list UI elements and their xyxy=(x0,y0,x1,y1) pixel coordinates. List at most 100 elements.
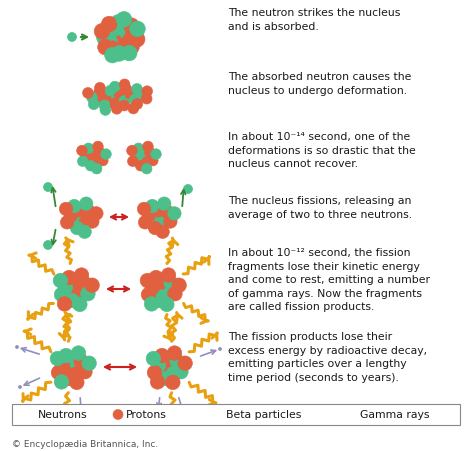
Circle shape xyxy=(109,99,119,110)
Circle shape xyxy=(160,298,174,312)
Circle shape xyxy=(81,287,95,301)
Circle shape xyxy=(59,349,73,363)
Circle shape xyxy=(217,414,219,416)
Circle shape xyxy=(81,151,91,161)
Circle shape xyxy=(173,364,188,379)
Circle shape xyxy=(158,372,172,386)
Circle shape xyxy=(166,367,181,381)
Circle shape xyxy=(73,289,87,303)
Circle shape xyxy=(53,274,68,288)
Circle shape xyxy=(161,360,175,374)
Circle shape xyxy=(145,148,155,159)
Circle shape xyxy=(54,288,69,302)
Circle shape xyxy=(94,24,110,40)
Circle shape xyxy=(125,89,135,100)
Circle shape xyxy=(64,294,79,308)
Circle shape xyxy=(137,152,148,163)
Circle shape xyxy=(109,32,125,48)
Circle shape xyxy=(65,360,79,374)
Circle shape xyxy=(68,275,83,290)
Circle shape xyxy=(124,19,139,34)
Circle shape xyxy=(126,27,141,43)
Circle shape xyxy=(161,268,176,283)
Circle shape xyxy=(142,209,155,223)
Circle shape xyxy=(111,46,127,62)
Circle shape xyxy=(135,90,146,101)
Circle shape xyxy=(74,268,89,283)
Circle shape xyxy=(145,281,160,295)
Circle shape xyxy=(160,205,173,219)
Circle shape xyxy=(156,226,169,239)
Circle shape xyxy=(113,410,123,419)
Circle shape xyxy=(135,155,146,166)
Circle shape xyxy=(102,34,118,50)
Circle shape xyxy=(152,294,166,308)
Circle shape xyxy=(70,375,84,390)
Circle shape xyxy=(129,22,146,38)
Circle shape xyxy=(148,214,161,227)
Circle shape xyxy=(119,26,135,41)
Text: The nucleus fissions, releasing an
average of two to three neutrons.: The nucleus fissions, releasing an avera… xyxy=(228,196,412,219)
Circle shape xyxy=(155,275,170,290)
Text: Neutrons: Neutrons xyxy=(38,410,88,419)
Circle shape xyxy=(155,282,169,297)
Circle shape xyxy=(142,157,152,168)
Circle shape xyxy=(91,164,102,175)
Circle shape xyxy=(16,346,18,349)
Circle shape xyxy=(100,92,111,102)
Circle shape xyxy=(81,421,83,423)
Circle shape xyxy=(99,101,110,111)
Circle shape xyxy=(151,149,161,160)
Circle shape xyxy=(88,152,98,163)
Circle shape xyxy=(148,222,162,235)
Circle shape xyxy=(60,216,74,230)
Circle shape xyxy=(82,205,95,219)
Circle shape xyxy=(132,99,143,110)
Circle shape xyxy=(151,285,166,300)
Circle shape xyxy=(74,354,89,368)
Circle shape xyxy=(161,353,176,368)
Circle shape xyxy=(136,161,146,172)
Circle shape xyxy=(156,217,170,230)
Circle shape xyxy=(111,104,122,115)
Circle shape xyxy=(85,161,96,172)
Circle shape xyxy=(219,348,221,350)
Circle shape xyxy=(157,363,172,378)
Circle shape xyxy=(132,84,142,95)
Circle shape xyxy=(88,100,99,110)
Circle shape xyxy=(73,211,87,224)
Circle shape xyxy=(142,87,153,97)
Circle shape xyxy=(85,155,96,166)
Circle shape xyxy=(146,200,159,213)
Circle shape xyxy=(112,30,128,46)
Circle shape xyxy=(147,156,158,166)
Text: The fission products lose their
excess energy by radioactive decay,
emitting par: The fission products lose their excess e… xyxy=(228,331,427,382)
Circle shape xyxy=(172,278,186,293)
Circle shape xyxy=(87,93,98,104)
Circle shape xyxy=(50,351,64,366)
Circle shape xyxy=(113,92,123,103)
Circle shape xyxy=(98,156,108,166)
Circle shape xyxy=(70,214,83,227)
Circle shape xyxy=(140,274,155,288)
Circle shape xyxy=(95,148,105,159)
Circle shape xyxy=(25,410,35,419)
Circle shape xyxy=(128,104,139,115)
Circle shape xyxy=(164,276,178,291)
Circle shape xyxy=(70,222,84,235)
Circle shape xyxy=(152,204,165,218)
Circle shape xyxy=(55,358,70,373)
Text: The neutron strikes the nucleus
and is absorbed.: The neutron strikes the nucleus and is a… xyxy=(228,8,401,32)
Circle shape xyxy=(83,144,94,154)
Circle shape xyxy=(150,375,165,389)
Circle shape xyxy=(121,85,132,96)
Circle shape xyxy=(185,421,187,423)
Circle shape xyxy=(110,16,126,31)
Circle shape xyxy=(143,142,153,152)
Circle shape xyxy=(137,203,151,216)
Circle shape xyxy=(94,83,105,94)
Circle shape xyxy=(104,41,120,57)
Circle shape xyxy=(144,297,159,312)
Circle shape xyxy=(127,146,137,156)
Circle shape xyxy=(100,106,111,116)
